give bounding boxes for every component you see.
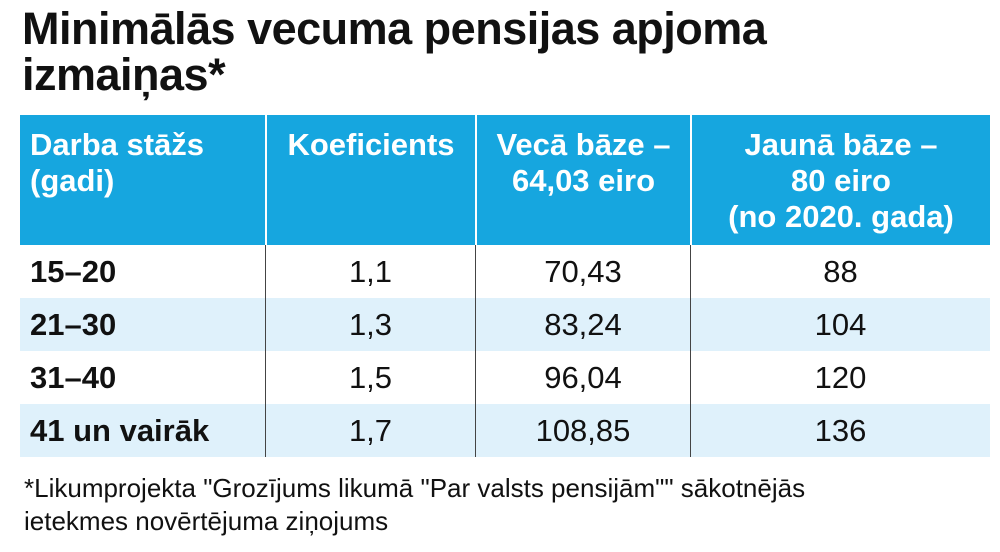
footnote-line: *Likumprojekta "Grozījums likumā "Par va… (24, 473, 806, 503)
table-cell: 104 (690, 298, 990, 351)
title-line: Minimālās vecuma pensijas apjoma (22, 3, 767, 54)
table-cell: 96,04 (475, 351, 690, 404)
table-row: 15–20 1,1 70,43 88 (20, 245, 990, 298)
footnote-line: ietekmes novērtējuma ziņojums (24, 506, 389, 536)
table-cell: 1,1 (265, 245, 475, 298)
table: Darba stāžs (gadi) Koeficients Vecā bāze… (20, 115, 990, 457)
table-body: 15–20 1,1 70,43 88 21–30 1,3 83,24 104 31–40 1,5 9… (20, 245, 990, 457)
table-cell: 83,24 (475, 298, 690, 351)
table-cell: 1,5 (265, 351, 475, 404)
header-row: Darba stāžs (gadi) Koeficients Vecā bāze… (20, 115, 990, 245)
header-cell: Vecā bāze – 64,03 eiro (475, 115, 690, 245)
header-text: Jaunā bāze – (744, 127, 938, 162)
footnote: *Likumprojekta "Grozījums likumā "Par va… (24, 472, 805, 538)
header-cell: Koeficients (265, 115, 475, 245)
table-cell: 21–30 (30, 307, 117, 342)
table-cell: 70,43 (475, 245, 690, 298)
title: Minimālās vecuma pensijas apjoma izmaiņa… (22, 3, 767, 100)
table-cell: 136 (690, 404, 990, 457)
table-cell: 15–20 (30, 254, 117, 289)
table-cell: 108,85 (475, 404, 690, 457)
header-text: Koeficients (287, 127, 455, 162)
header-text: Vecā bāze – (496, 127, 671, 162)
table-cell: 41 un vairāk (30, 413, 210, 448)
title-line: izmaiņas* (22, 49, 226, 100)
table-cell: 31–40 (30, 360, 117, 395)
header-text: 80 eiro (791, 163, 891, 198)
header-text: (gadi) (30, 163, 115, 198)
header-text: Darba stāžs (30, 127, 205, 162)
table-cell: 88 (690, 245, 990, 298)
table-cell: 1,7 (265, 404, 475, 457)
table-row: 31–40 1,5 96,04 120 (20, 351, 990, 404)
header-text: (no 2020. gada) (728, 199, 954, 234)
table-cell: 1,3 (265, 298, 475, 351)
table-row: 41 un vairāk 1,7 108,85 136 (20, 404, 990, 457)
header-cell: Darba stāžs (gadi) (20, 115, 265, 245)
header-cell: Jaunā bāze – 80 eiro (no 2020. gada) (690, 115, 990, 245)
header-text: 64,03 eiro (511, 163, 656, 198)
table-row: 21–30 1,3 83,24 104 (20, 298, 990, 351)
table-cell: 120 (690, 351, 990, 404)
